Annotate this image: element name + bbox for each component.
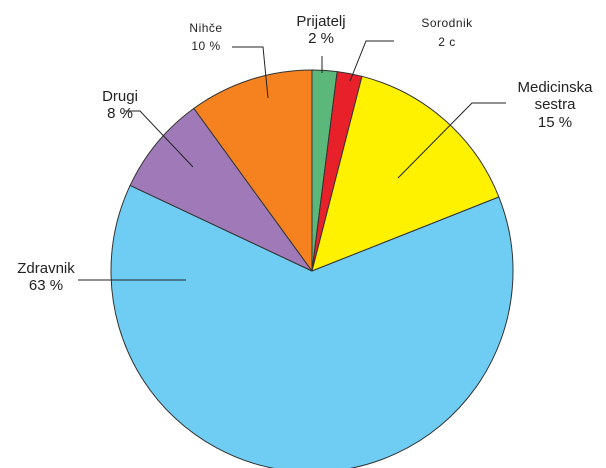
label-medicinska-sestra-line2: sestra: [534, 96, 576, 114]
leader-line-sorodnik: [349, 40, 394, 82]
label-medicinska-sestra-line1: Medicinska: [517, 79, 593, 96]
label-nihce: Nihče 10 %: [172, 21, 240, 54]
label-sorodnik-name: Sorodnik: [421, 16, 473, 30]
leader-line-medicinska-sestra: [397, 102, 506, 179]
pie-slice-nih-e: [193, 69, 313, 272]
leader-line-nihce: [232, 46, 269, 99]
label-drugi-name: Drugi: [102, 88, 138, 105]
label-zdravnik: Zdravnik 63 %: [4, 260, 88, 295]
label-medicinska-sestra-value: 15 %: [537, 113, 573, 131]
label-nihce-value: 10 %: [191, 38, 221, 53]
label-drugi-value: 8 %: [107, 105, 133, 123]
label-sorodnik: Sorodnik 2 c: [402, 16, 492, 50]
label-medicinska-sestra: Medicinska sestra 15 %: [500, 79, 606, 131]
leader-line-drugi: [125, 110, 194, 168]
pie-slice-medicinska-sestra: [311, 75, 500, 272]
label-zdravnik-name: Zdravnik: [17, 260, 75, 277]
label-prijatelj: Prijatelj 2 %: [282, 13, 360, 48]
label-prijatelj-name: Prijatelj: [296, 13, 346, 30]
label-drugi: Drugi 8 %: [88, 88, 152, 123]
label-prijatelj-value: 2 %: [308, 30, 334, 48]
pie-slice-zdravnik: [110, 184, 514, 468]
pie-slices: [110, 69, 514, 468]
label-sorodnik-value: 2 c: [438, 34, 456, 49]
label-nihce-name: Nihče: [189, 21, 223, 35]
leader-lines: [78, 40, 506, 281]
label-zdravnik-value: 63 %: [28, 277, 64, 295]
